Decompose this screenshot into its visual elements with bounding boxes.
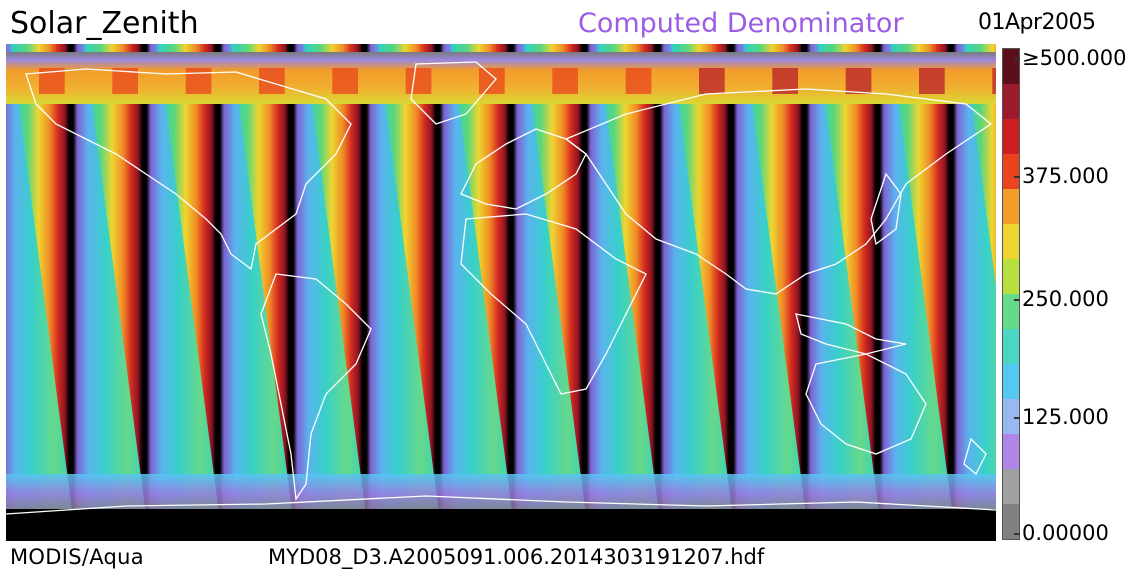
coastline-asia [564, 88, 993, 295]
zenith-band [964, 44, 996, 287]
zenith-band [157, 44, 296, 541]
arctic-blocks [39, 68, 996, 94]
colorbar-tick [1014, 299, 1020, 301]
coastline-new-zealand [963, 437, 987, 476]
instrument-label: MODIS/Aqua [10, 545, 144, 569]
zenith-band [377, 44, 516, 541]
colorbar-tick [1014, 417, 1020, 419]
arctic-block [185, 68, 212, 94]
colorbar-label-125: 125.000 [1022, 405, 1109, 429]
coastlines [6, 61, 996, 515]
colorbar-label-375: 375.000 [1022, 164, 1109, 188]
zenith-band [451, 44, 590, 541]
arctic-block [845, 68, 872, 94]
zenith-band [6, 44, 76, 541]
zenith-band [524, 44, 663, 541]
arctic-block [332, 68, 358, 94]
zenith-band [817, 44, 956, 541]
zenith-bands [6, 44, 996, 541]
colorbar-label-min: 0.00000 [1022, 521, 1109, 545]
colorbar [1002, 48, 1020, 540]
arctic-block [405, 68, 432, 94]
colorbar-tick [1014, 533, 1020, 535]
antarctic-zone [6, 474, 996, 514]
map-canvas [6, 44, 996, 541]
arctic-block [699, 68, 725, 94]
coastline-greenland [410, 61, 497, 125]
colorbar-label-250: 250.000 [1022, 287, 1109, 311]
map-date: 01Apr2005 [978, 10, 1096, 35]
zenith-band [231, 44, 370, 541]
arctic-block [919, 68, 945, 94]
colorbar-label-max: ≥500.000 [1022, 46, 1127, 70]
colorbar-tick [1014, 176, 1020, 178]
map-title: Solar_Zenith [10, 6, 199, 41]
zenith-band [744, 44, 883, 541]
no-data-zone [6, 509, 996, 541]
map-subtitle: Computed Denominator [578, 8, 904, 39]
global-map [6, 44, 996, 541]
coastline-south-america [260, 273, 372, 501]
arctic-block [479, 68, 505, 94]
coastline-japan [870, 172, 902, 246]
zenith-band [891, 44, 996, 541]
arctic-block [625, 68, 652, 94]
zenith-band [84, 44, 223, 541]
arctic-block [992, 68, 996, 94]
zenith-band [304, 44, 443, 541]
colorbar-tick [1014, 58, 1020, 60]
coastline-indonesia [795, 313, 907, 355]
coastline-africa [460, 213, 647, 395]
coastline-antarctica [6, 495, 996, 515]
zenith-band [671, 44, 810, 541]
coastline-australia [805, 353, 927, 455]
arctic-block [259, 68, 285, 94]
filename-label: MYD08_D3.A2005091.006.2014303191207.hdf [268, 545, 765, 569]
coastline-north-america [25, 68, 352, 271]
zenith-band [597, 44, 736, 541]
arctic-block [552, 68, 578, 94]
zenith-band [11, 44, 150, 541]
